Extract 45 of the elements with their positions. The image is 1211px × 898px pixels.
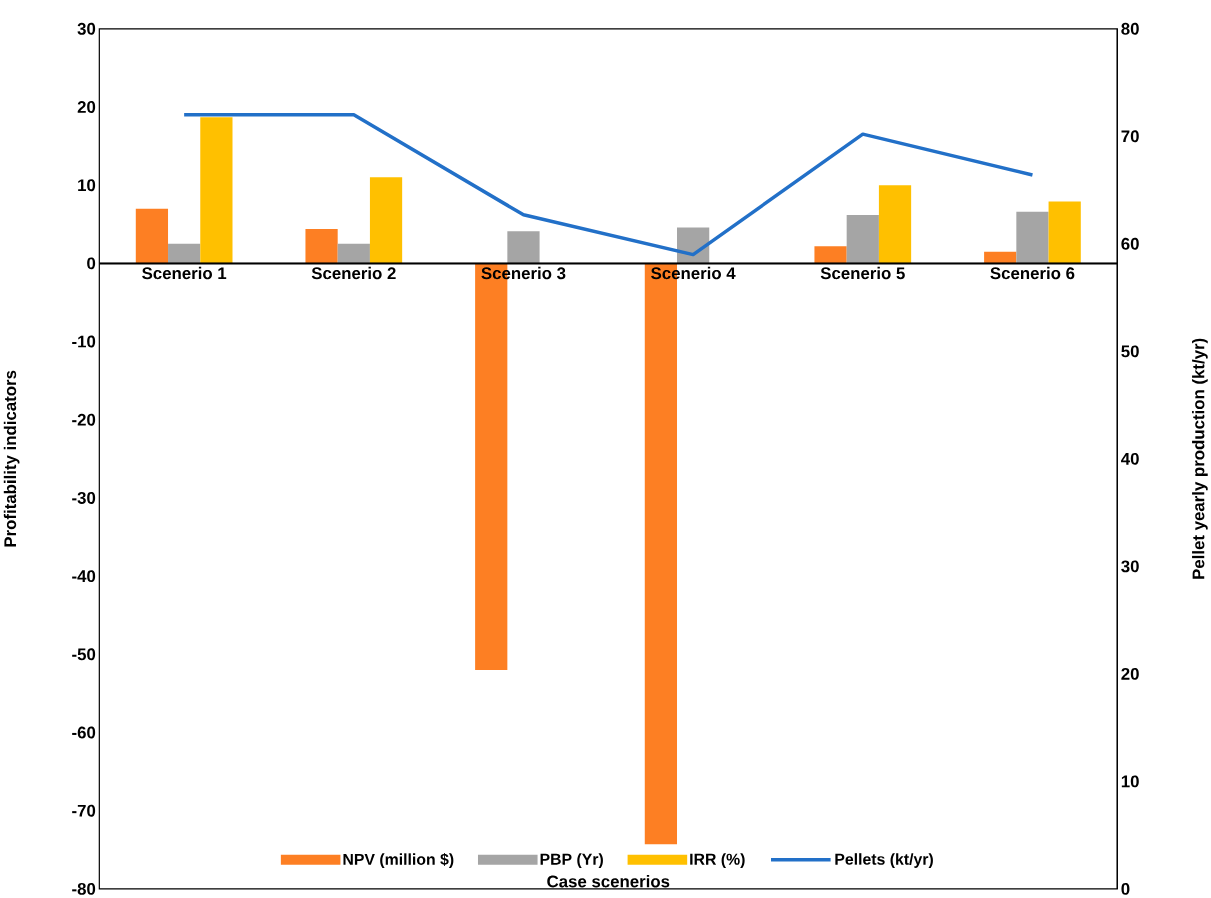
bar	[1016, 211, 1049, 264]
y-tick-label: -20	[72, 413, 96, 426]
bar	[305, 228, 338, 264]
y2-axis-title: Pellet yearly production (kt/yr)	[1192, 338, 1208, 579]
x-axis-title: Case scenerios	[547, 874, 670, 888]
bar	[507, 231, 540, 264]
y2-tick-label: 70	[1121, 130, 1139, 143]
legend-label: Pellets (kt/yr)	[835, 853, 933, 868]
legend-label: IRR (%)	[690, 853, 745, 868]
y-tick-label: -80	[72, 882, 96, 895]
y2-tick-label: 30	[1121, 560, 1139, 573]
y-tick-label: 30	[77, 22, 96, 35]
bar	[878, 185, 912, 264]
bar	[814, 246, 847, 264]
bar	[369, 177, 403, 264]
y-tick-label: 20	[77, 100, 96, 113]
line-series	[182, 113, 1035, 257]
y-tick-label: -30	[72, 491, 96, 504]
x-tick-label: Scenerio 6	[990, 266, 1075, 280]
y-tick-label: 10	[78, 179, 96, 192]
x-tick-label: Scenerio 2	[311, 266, 396, 280]
bar	[337, 243, 370, 264]
y-tick-label: -40	[72, 570, 96, 583]
x-tick-label: Scenerio 5	[820, 266, 905, 280]
y2-tick-label: 60	[1121, 237, 1139, 250]
y-axis-title: Profitability indicators	[3, 370, 20, 547]
y-tick-label: -50	[72, 648, 96, 661]
y2-tick-label: 20	[1121, 667, 1139, 680]
y-tick-label: -10	[72, 335, 96, 348]
y-tick-label: -60	[72, 726, 96, 739]
bar	[168, 243, 201, 264]
y2-tick-label: 10	[1121, 775, 1139, 788]
bar	[1048, 201, 1081, 264]
bar	[135, 208, 169, 264]
y2-tick-label: 40	[1121, 452, 1139, 465]
legend-label: NPV (million $)	[343, 852, 454, 869]
y-tick-label: -70	[72, 804, 96, 817]
y2-tick-label: 50	[1121, 345, 1139, 358]
x-tick-label: Scenerio 1	[142, 266, 227, 280]
y2-tick-label: 80	[1121, 22, 1139, 35]
bar	[846, 214, 879, 264]
y-tick-label: 0	[87, 257, 96, 270]
legend-label: PBP (Yr)	[540, 853, 603, 868]
y2-tick-label: 0	[1121, 882, 1130, 895]
bar	[200, 117, 233, 264]
